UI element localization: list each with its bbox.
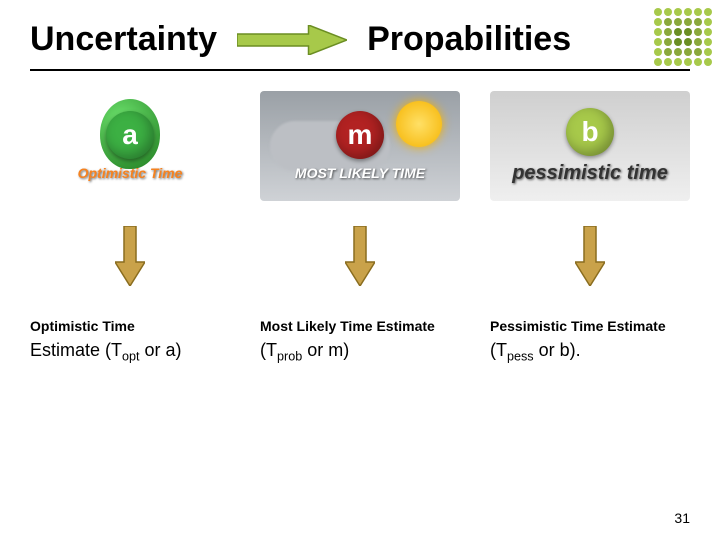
dot <box>674 8 682 16</box>
dot <box>694 28 702 36</box>
estimate-card: m MOST LIKELY TIME <box>260 91 460 201</box>
dot <box>664 8 672 16</box>
label-line2: (Tpess or b). <box>490 337 690 366</box>
dot <box>684 58 692 66</box>
down-arrow-icon <box>260 226 460 286</box>
arrows-row <box>0 201 720 286</box>
card-caption: Optimistic Time <box>78 165 183 181</box>
down-arrow-icon <box>30 226 230 286</box>
card-letter: m <box>336 111 384 159</box>
down-arrow-icon <box>490 226 690 286</box>
dot <box>674 58 682 66</box>
label-line2: Estimate (Topt or a) <box>30 337 230 366</box>
dot <box>664 28 672 36</box>
card-caption: MOST LIKELY TIME <box>295 165 425 181</box>
cards-row: a Optimistic Time m MOST LIKELY TIME b p… <box>0 71 720 201</box>
dot <box>694 58 702 66</box>
estimate-label: Pessimistic Time Estimate (Tpess or b). <box>490 316 690 366</box>
dot <box>704 8 712 16</box>
dot <box>654 18 662 26</box>
card-letter: b <box>566 108 614 156</box>
dot <box>684 18 692 26</box>
dot <box>704 18 712 26</box>
dot <box>664 38 672 46</box>
dot <box>684 38 692 46</box>
estimate-card: b pessimistic time <box>490 91 690 201</box>
dot <box>664 18 672 26</box>
estimate-label: Optimistic Time Estimate (Topt or a) <box>30 316 230 366</box>
corner-dots <box>654 8 712 66</box>
label-line1: Pessimistic Time Estimate <box>490 316 690 337</box>
dot <box>654 28 662 36</box>
dot <box>684 8 692 16</box>
title-left: Uncertainty <box>30 20 217 59</box>
page-number: 31 <box>674 510 690 526</box>
estimate-card: a Optimistic Time <box>30 91 230 201</box>
dot <box>674 18 682 26</box>
estimate-label: Most Likely Time Estimate (Tprob or m) <box>260 316 460 366</box>
dot <box>704 58 712 66</box>
dot <box>694 18 702 26</box>
dot <box>674 28 682 36</box>
dot <box>674 38 682 46</box>
dot <box>704 38 712 46</box>
dot <box>684 48 692 56</box>
dot <box>654 38 662 46</box>
dot <box>654 58 662 66</box>
dot <box>694 38 702 46</box>
dot <box>674 48 682 56</box>
title-right: Propabilities <box>367 20 571 59</box>
dot <box>684 28 692 36</box>
label-line2: (Tprob or m) <box>260 337 460 366</box>
dot <box>664 48 672 56</box>
title-arrow-icon <box>237 25 347 55</box>
dot <box>654 8 662 16</box>
dot <box>694 48 702 56</box>
dot <box>704 28 712 36</box>
dot <box>654 48 662 56</box>
card-letter: a <box>106 111 154 159</box>
sun-icon <box>396 101 442 147</box>
label-line1: Optimistic Time <box>30 316 230 337</box>
dot <box>664 58 672 66</box>
title-row: Uncertainty Propabilities <box>0 0 720 69</box>
labels-row: Optimistic Time Estimate (Topt or a) Mos… <box>0 286 720 366</box>
dot <box>704 48 712 56</box>
dot <box>694 8 702 16</box>
card-caption: pessimistic time <box>512 162 668 185</box>
label-line1: Most Likely Time Estimate <box>260 316 460 337</box>
